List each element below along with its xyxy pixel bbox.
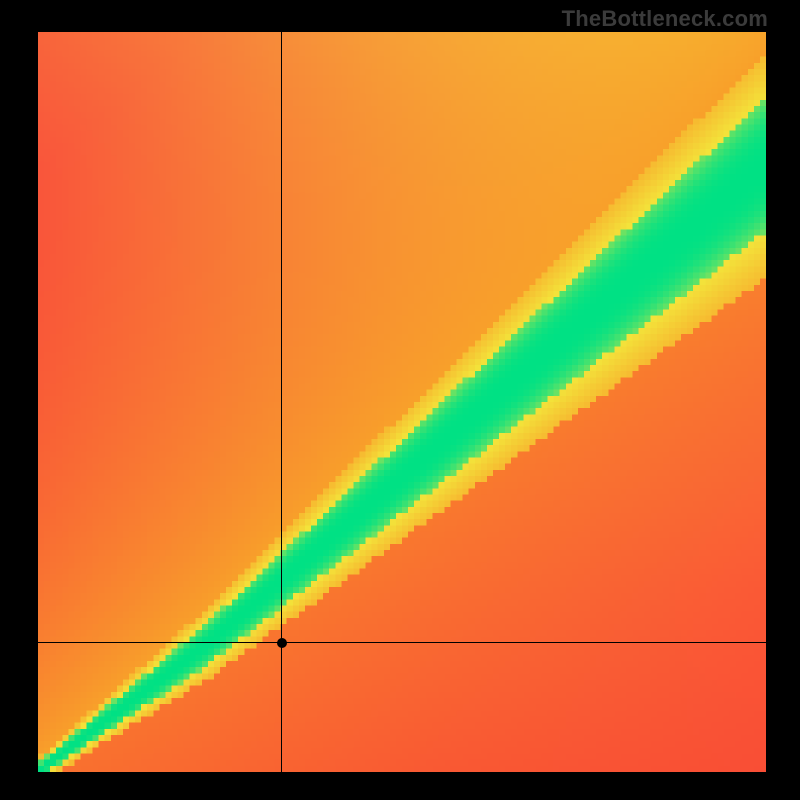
heatmap-canvas — [38, 32, 766, 772]
watermark-text: TheBottleneck.com — [562, 6, 768, 32]
heatmap-plot — [38, 32, 766, 772]
